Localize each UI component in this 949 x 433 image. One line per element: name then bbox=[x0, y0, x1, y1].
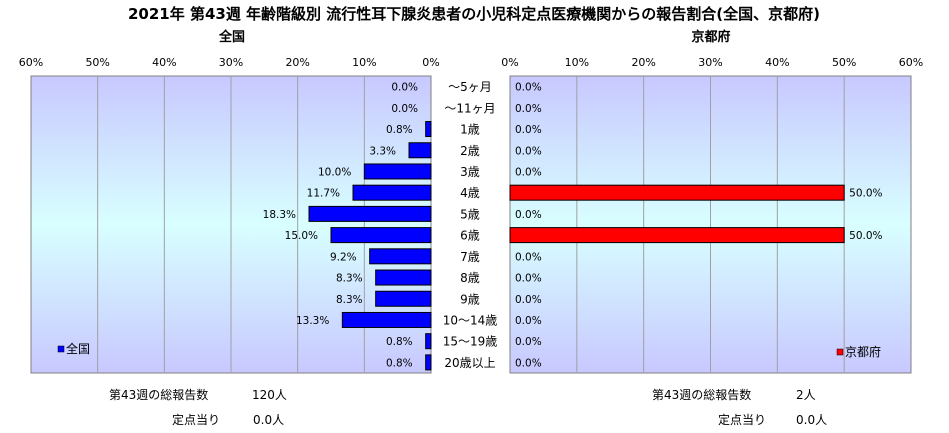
age-group-label: 5歳 bbox=[460, 207, 480, 221]
bar-value-label: 50.0% bbox=[849, 230, 882, 242]
x-tick-label: 10% bbox=[352, 56, 376, 69]
national-legend: 全国 bbox=[57, 341, 90, 356]
bar-value-label: 0.0% bbox=[515, 336, 542, 348]
bar-value-label: 0.8% bbox=[386, 336, 413, 348]
national-per-site-label: 定点当り bbox=[172, 412, 220, 427]
age-group-label: 8歳 bbox=[460, 271, 480, 285]
bar bbox=[363, 163, 432, 180]
chart-title: 2021年 第43週 年齢階級別 流行性耳下腺炎患者の小児科定点医療機関からの報… bbox=[128, 5, 820, 23]
bar-value-label: 0.0% bbox=[515, 145, 542, 157]
age-group-label: 3歳 bbox=[460, 165, 480, 179]
bar-value-label: 0.0% bbox=[515, 209, 542, 221]
x-tick-label: 40% bbox=[765, 56, 789, 69]
bar-value-label: 3.3% bbox=[369, 145, 396, 157]
x-tick-label: 60% bbox=[899, 56, 923, 69]
right-panel-heading: 京都府 bbox=[691, 29, 730, 45]
national-legend-label: 全国 bbox=[66, 341, 90, 356]
x-tick-label: 10% bbox=[565, 56, 589, 69]
bar bbox=[369, 248, 432, 265]
national-legend-swatch bbox=[57, 345, 65, 353]
bar bbox=[425, 121, 432, 138]
bar-value-label: 9.2% bbox=[330, 251, 357, 263]
age-group-label: 7歳 bbox=[460, 250, 480, 264]
bar bbox=[425, 354, 432, 371]
bar bbox=[408, 142, 432, 159]
x-tick-label: 30% bbox=[219, 56, 243, 69]
bar bbox=[375, 290, 432, 307]
bar-value-label: 50.0% bbox=[849, 188, 882, 200]
x-tick-label: 40% bbox=[152, 56, 176, 69]
national-total-value: 120人 bbox=[252, 388, 287, 402]
national-per-site-value: 0.0人 bbox=[253, 413, 284, 427]
bar bbox=[425, 333, 432, 350]
bar-value-label: 0.0% bbox=[515, 82, 542, 94]
bar bbox=[308, 205, 432, 222]
kyoto-legend-swatch bbox=[836, 348, 844, 356]
bar-value-label: 0.0% bbox=[515, 294, 542, 306]
bar-value-label: 0.8% bbox=[386, 357, 413, 369]
age-group-label: 9歳 bbox=[460, 292, 480, 306]
bar-value-label: 8.3% bbox=[336, 273, 363, 285]
age-group-label: 2歳 bbox=[460, 144, 480, 158]
bar-value-label: 0.8% bbox=[386, 124, 413, 136]
age-group-label: 15～19歳 bbox=[443, 335, 498, 349]
bar-value-label: 0.0% bbox=[515, 166, 542, 178]
bar-value-label: 0.0% bbox=[515, 315, 542, 327]
bar-value-label: 13.3% bbox=[296, 315, 329, 327]
age-group-label: ～5ヶ月 bbox=[448, 80, 492, 94]
left-panel-heading: 全国 bbox=[218, 29, 245, 45]
bar bbox=[330, 227, 432, 244]
national-summary: 第43週の総報告数 120人 定点当り 0.0人 bbox=[109, 387, 287, 427]
x-tick-label: 20% bbox=[285, 56, 309, 69]
bar-value-label: 10.0% bbox=[318, 166, 351, 178]
x-tick-label: 30% bbox=[698, 56, 722, 69]
bar-value-label: 11.7% bbox=[307, 188, 340, 200]
age-group-label: 10～14歳 bbox=[443, 313, 498, 327]
age-group-labels: ～5ヶ月 ～11ヶ月 1歳 2歳 3歳 4歳 5歳 6歳 7歳 8歳 9歳 10～14歳 15～19歳 2… bbox=[443, 80, 498, 370]
bar bbox=[352, 184, 432, 201]
national-total-label: 第43週の総報告数 bbox=[109, 387, 208, 402]
bar-value-label: 0.0% bbox=[515, 103, 542, 115]
bar bbox=[375, 269, 432, 286]
kyoto-per-site-value: 0.0人 bbox=[796, 413, 827, 427]
kyoto-legend: 京都府 bbox=[836, 344, 881, 359]
bar bbox=[509, 184, 845, 201]
x-tick-label: 50% bbox=[85, 56, 109, 69]
bar-value-label: 0.0% bbox=[391, 103, 418, 115]
bar-value-label: 8.3% bbox=[336, 294, 363, 306]
age-group-label: 6歳 bbox=[460, 229, 480, 243]
bar-value-label: 0.0% bbox=[515, 124, 542, 136]
x-tick-label: 0% bbox=[501, 56, 518, 69]
bar-value-label: 15.0% bbox=[285, 230, 318, 242]
national-panel: 60% 50% 40% 30% 20% 10% 0% 0.0% 0.0% 0.8% 3.3% 10.… bbox=[19, 56, 440, 374]
bar-value-label: 0.0% bbox=[515, 357, 542, 369]
kyoto-total-value: 2人 bbox=[796, 388, 816, 402]
bar-value-label: 0.0% bbox=[515, 273, 542, 285]
age-group-label: 1歳 bbox=[460, 123, 480, 137]
bar-value-label: 18.3% bbox=[263, 209, 296, 221]
age-group-label: 20歳以上 bbox=[444, 356, 495, 370]
bar bbox=[341, 311, 432, 328]
kyoto-legend-label: 京都府 bbox=[845, 344, 881, 359]
x-tick-label: 0% bbox=[422, 56, 439, 69]
x-tick-label: 60% bbox=[19, 56, 43, 69]
x-tick-label: 20% bbox=[631, 56, 655, 69]
bar-value-label: 0.0% bbox=[391, 82, 418, 94]
age-group-label: 4歳 bbox=[460, 186, 480, 200]
kyoto-summary: 第43週の総報告数 2人 定点当り 0.0人 bbox=[652, 387, 827, 427]
kyoto-total-label: 第43週の総報告数 bbox=[652, 387, 751, 402]
kyoto-per-site-label: 定点当り bbox=[718, 412, 766, 427]
bar bbox=[509, 227, 845, 244]
kyoto-panel: 0% 10% 20% 30% 40% 50% 60% 0.0% 0.0% 0.0% 0.0% 0.0… bbox=[501, 56, 923, 374]
x-tick-label: 50% bbox=[832, 56, 856, 69]
age-group-label: ～11ヶ月 bbox=[444, 101, 495, 115]
bar-value-label: 0.0% bbox=[515, 251, 542, 263]
